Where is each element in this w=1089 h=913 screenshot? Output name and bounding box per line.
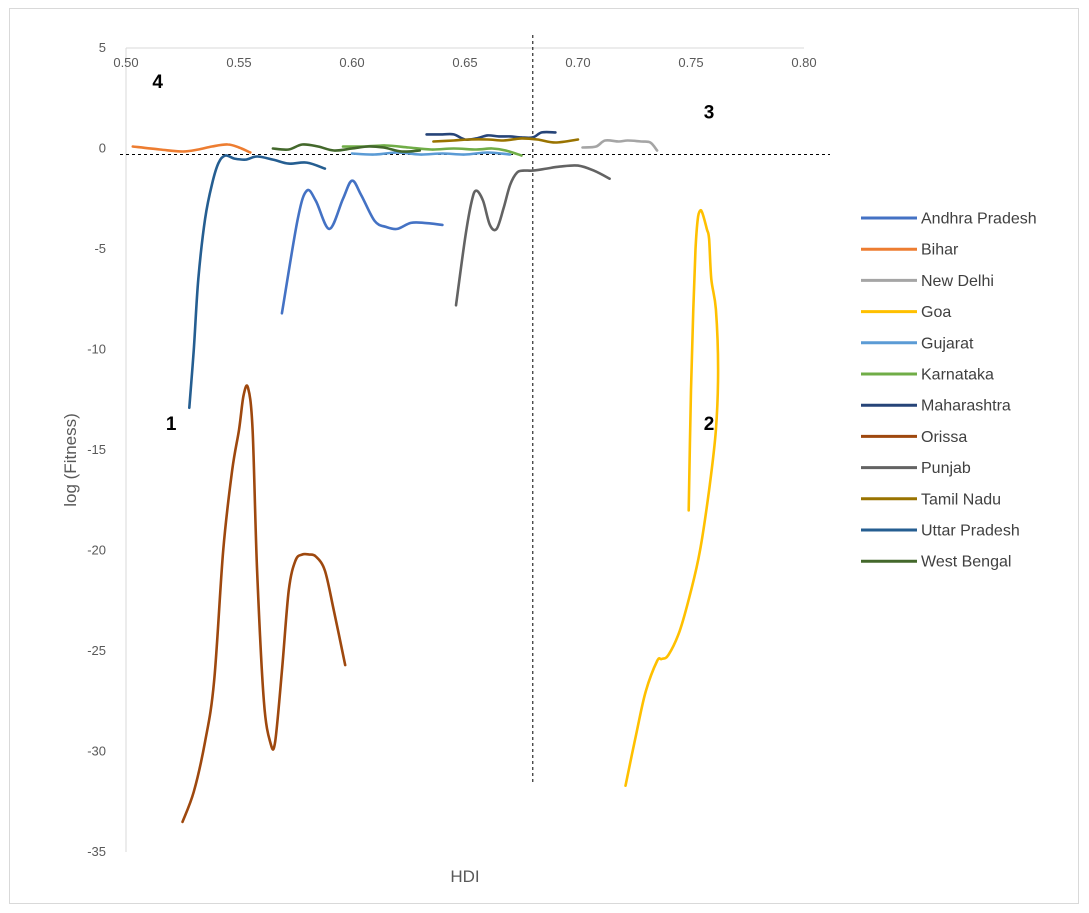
series-line-west-bengal: [271, 143, 422, 153]
legend-label-tamil-nadu: Tamil Nadu: [921, 491, 1001, 508]
y-tick-label: -35: [87, 844, 106, 859]
x-tick-label: 0.50: [113, 55, 138, 70]
legend-label-new-delhi: New Delhi: [921, 273, 994, 290]
legend-label-goa: Goa: [921, 304, 951, 321]
reference-lines: [120, 35, 830, 784]
x-tick-label: 0.70: [565, 55, 590, 70]
y-tick-label: -30: [87, 744, 106, 759]
chart-frame: [9, 8, 1079, 904]
x-tick-label: 0.60: [339, 55, 364, 70]
quadrant-label-2: 2: [704, 414, 715, 435]
series-line-gujarat: [350, 151, 512, 156]
legend: Andhra Pradesh Bihar New Delhi Goa Gujarat Ka…: [861, 211, 1037, 571]
legend-label-orissa: Orissa: [921, 429, 967, 446]
series-line-goa: [624, 208, 720, 787]
axes: 5 0 -5 -10 -15 -20 -25 -30 -35 0.50 0.55 0.60 0.65 0.…: [61, 40, 817, 886]
quadrant-labels: 4 3 1 2: [152, 72, 714, 435]
series-line-andhra-pradesh: [280, 179, 444, 315]
series-line-punjab: [454, 164, 611, 307]
series-line-new-delhi: [581, 138, 659, 152]
x-tick-label: 0.80: [791, 55, 816, 70]
legend-label-andhra-pradesh: Andhra Pradesh: [921, 211, 1037, 228]
y-tick-label: 0: [99, 141, 106, 156]
y-tick-label: -20: [87, 543, 106, 558]
legend-label-uttar-pradesh: Uttar Pradesh: [921, 523, 1020, 540]
series-line-uttar-pradesh: [188, 154, 327, 410]
quadrant-label-4: 4: [152, 72, 163, 93]
quadrant-label-1: 1: [166, 414, 177, 435]
x-tick-label: 0.75: [678, 55, 703, 70]
x-tick-label: 0.55: [226, 55, 251, 70]
x-axis-title: HDI: [450, 867, 479, 886]
series-line-tamil-nadu: [432, 137, 580, 144]
legend-label-bihar: Bihar: [921, 242, 959, 259]
legend-label-maharashtra: Maharashtra: [921, 398, 1011, 415]
legend-label-gujarat: Gujarat: [921, 335, 974, 352]
series-line-maharashtra: [425, 130, 557, 141]
y-tick-label: -15: [87, 442, 106, 457]
series-layer: [131, 130, 720, 824]
y-tick-label: -10: [87, 342, 106, 357]
y-tick-label: -25: [87, 643, 106, 658]
x-tick-label: 0.65: [452, 55, 477, 70]
quadrant-label-3: 3: [704, 102, 715, 123]
y-tick-label: 5: [99, 40, 106, 55]
series-line-orissa: [181, 384, 347, 824]
y-tick-label: -5: [94, 241, 106, 256]
legend-label-karnataka: Karnataka: [921, 367, 994, 384]
legend-label-west-bengal: West Bengal: [921, 554, 1011, 571]
legend-label-punjab: Punjab: [921, 460, 971, 477]
y-axis-title: log (Fitness): [61, 413, 80, 507]
series-line-bihar: [131, 143, 252, 154]
